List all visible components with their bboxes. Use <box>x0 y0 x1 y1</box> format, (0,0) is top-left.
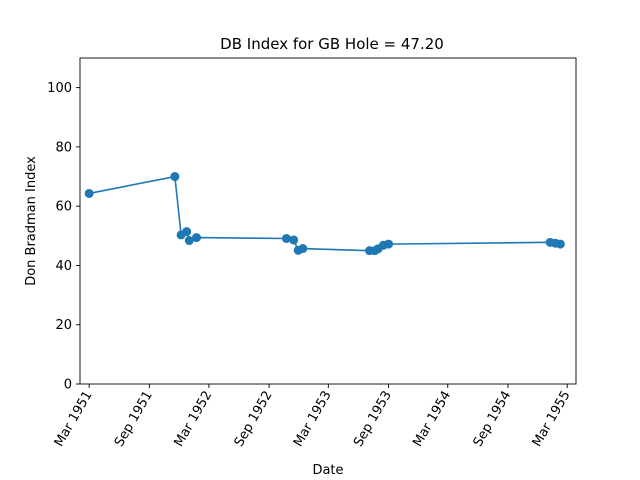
y-tick-label: 20 <box>55 318 72 333</box>
y-axis: 0 20 40 60 80 100 <box>47 81 80 393</box>
x-tick-label: Sep 1954 <box>471 389 515 450</box>
y-tick-label: 60 <box>55 200 72 215</box>
y-tick-label: 80 <box>55 140 72 155</box>
data-point <box>84 188 94 198</box>
data-point <box>298 244 308 254</box>
x-tick-label: Mar 1952 <box>172 389 216 450</box>
series-group <box>84 172 565 256</box>
data-point <box>191 233 201 243</box>
data-point <box>555 239 565 249</box>
x-tick-label: Mar 1951 <box>52 389 96 450</box>
x-axis: Mar 1951 Sep 1951 Mar 1952 Sep 1952 Mar 1953… <box>52 384 574 449</box>
chart-title: DB Index for GB Hole = 47.20 <box>220 35 444 53</box>
plot-frame <box>79 57 577 385</box>
x-tick-label: Sep 1952 <box>232 389 276 450</box>
data-point <box>184 236 194 246</box>
data-point <box>170 172 180 182</box>
data-point <box>384 239 394 249</box>
plot-area <box>79 57 577 385</box>
data-point <box>289 235 299 245</box>
y-tick-label: 100 <box>47 81 72 96</box>
y-tick-label: 0 <box>64 378 72 393</box>
x-tick-label: Sep 1953 <box>351 389 395 450</box>
y-tick-label: 40 <box>55 259 72 274</box>
x-tick-label: Sep 1951 <box>112 389 156 450</box>
x-tick-label: Mar 1954 <box>410 389 454 450</box>
x-tick-label: Mar 1953 <box>291 389 335 450</box>
data-point <box>281 233 291 243</box>
data-point <box>182 227 192 237</box>
x-axis-label: Date <box>312 463 343 478</box>
x-tick-label: Mar 1955 <box>530 389 574 450</box>
series-line <box>89 175 561 252</box>
y-axis-label: Don Bradman Index <box>24 156 39 286</box>
